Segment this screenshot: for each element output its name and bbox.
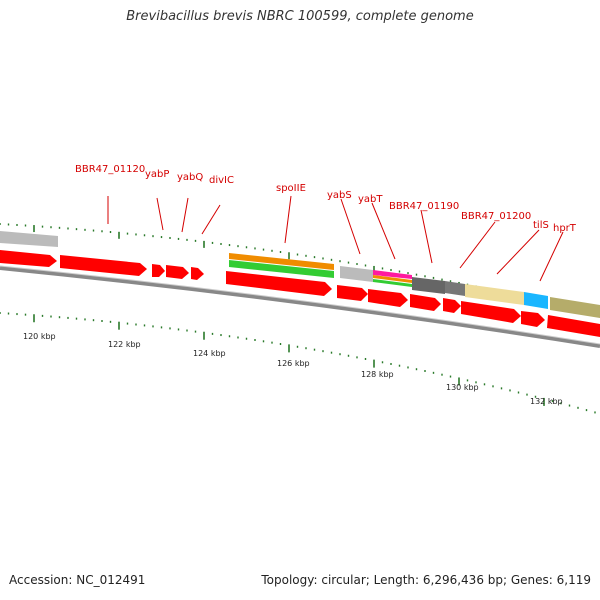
cds-arrow	[547, 315, 600, 337]
leader-line	[496, 229, 540, 275]
leader-line	[201, 204, 221, 235]
page-title: Brevibacillus brevis NBRC 100599, comple…	[126, 9, 474, 24]
khaki-feature-bar	[465, 284, 524, 305]
orange-feature-bar	[229, 253, 334, 270]
inner-tick-row	[0, 312, 596, 414]
green-feature-bar	[229, 260, 334, 278]
leader-line	[420, 209, 433, 264]
cds-arrow	[461, 301, 521, 323]
gene-leader-lines	[107, 195, 564, 282]
feature-track	[0, 231, 600, 318]
olive-feature-bar	[550, 297, 600, 318]
gene-label: tilS	[533, 220, 549, 231]
cyan-feature-bar	[524, 292, 548, 309]
cds-track	[0, 250, 600, 337]
scale-label: 128 kbp	[361, 370, 394, 379]
cds-arrow	[166, 265, 189, 279]
cds-arrow	[0, 250, 57, 267]
scale-label: 124 kbp	[193, 349, 226, 358]
cds-arrow	[521, 311, 545, 327]
orange-feature-bar	[373, 275, 412, 283]
scale-label: 126 kbp	[277, 359, 310, 368]
scale-label: 132 kbp	[530, 397, 563, 406]
cds-arrow	[152, 264, 165, 277]
cds-arrow	[410, 294, 441, 311]
gene-label: yabS	[327, 190, 352, 201]
dark-grey-feature-bar	[412, 277, 445, 294]
gene-label: yabP	[145, 169, 169, 180]
leader-line	[371, 202, 396, 260]
scale-label: 130 kbp	[446, 383, 479, 392]
leader-line	[284, 195, 292, 244]
cds-arrow	[60, 255, 147, 276]
magenta-feature-bar	[373, 270, 412, 279]
leader-line	[539, 231, 564, 282]
leader-line	[156, 197, 164, 231]
cds-arrow	[443, 298, 461, 313]
leader-line	[340, 198, 361, 255]
cds-arrow	[337, 285, 368, 301]
dark-grey-feature-bar	[445, 281, 465, 296]
cds-arrow	[368, 289, 408, 307]
scale-labels: 120 kbp 122 kbp 124 kbp 126 kbp 128 kbp …	[23, 332, 563, 406]
gene-label: BBR47_01120	[75, 164, 145, 175]
cds-arrow	[226, 271, 332, 296]
gene-label: hprT	[553, 223, 577, 234]
gene-labels: BBR47_01120 yabP yabQ divIC spoIIE yabS …	[75, 164, 577, 234]
accession-label: Accession: NC_012491	[9, 573, 146, 587]
gene-label: yabQ	[177, 172, 203, 183]
grey-feature-bar	[340, 266, 373, 282]
green-feature-bar	[373, 279, 412, 287]
scale-label: 120 kbp	[23, 332, 56, 341]
genome-backbone	[0, 266, 600, 348]
gene-label: BBR47_01190	[389, 201, 459, 212]
gene-label: BBR47_01200	[461, 211, 531, 222]
leader-line	[459, 221, 496, 269]
topology-label: Topology: circular; Length: 6,296,436 bp…	[261, 573, 591, 587]
gene-label: yabT	[358, 194, 383, 205]
genome-backbone-highlight	[0, 265, 600, 345]
leader-line	[181, 197, 189, 233]
grey-feature-bar	[0, 231, 58, 247]
gene-label: spoIIE	[276, 183, 306, 194]
cds-arrow	[191, 267, 204, 280]
scale-label: 122 kbp	[108, 340, 141, 349]
gene-label: divIC	[209, 175, 234, 186]
